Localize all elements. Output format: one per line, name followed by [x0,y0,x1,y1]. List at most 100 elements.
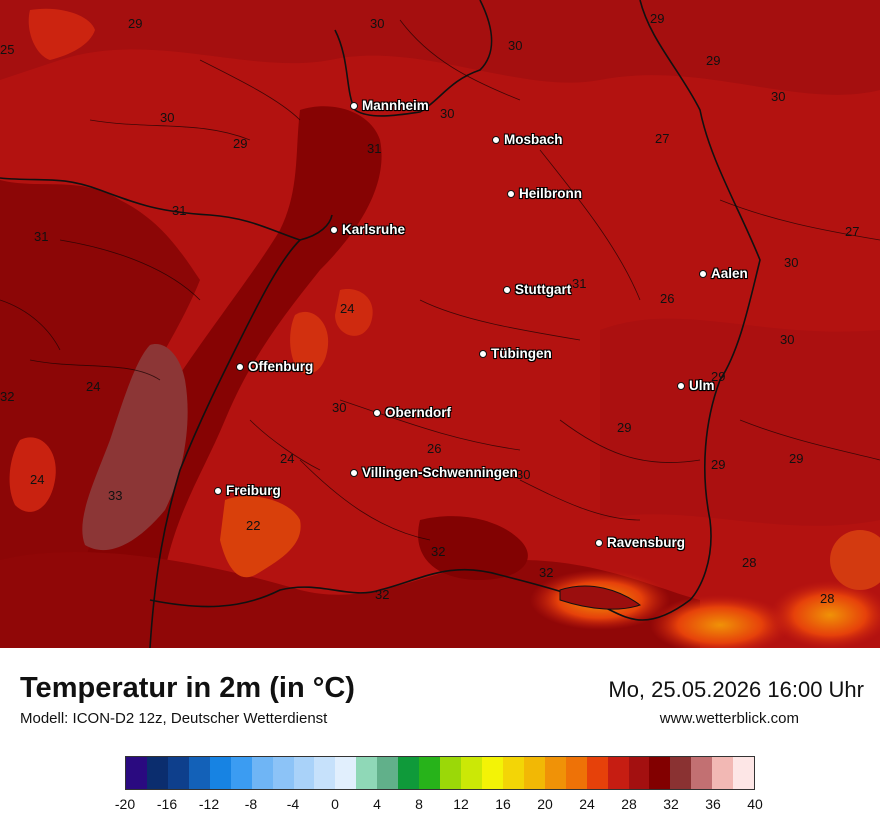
temp-label: 33 [108,488,123,503]
city-marker [373,408,381,417]
legend-swatch [565,757,587,789]
legend-swatch [523,757,545,789]
temp-label: 32 [0,389,15,404]
legend-tick-label: 0 [331,796,339,812]
city-marker [350,468,358,477]
legend-swatch [440,757,461,789]
legend-tick-label: -8 [244,796,258,812]
legend-swatch [733,757,755,789]
temp-label: 32 [375,587,390,602]
temp-label: 29 [128,16,143,31]
city-marker [330,225,338,234]
legend-tick-label: 8 [415,796,423,812]
city-label: Aalen [711,266,748,281]
city-marker [214,486,222,495]
temp-label: 29 [789,451,804,466]
city-villingen-schwenningen[interactable]: Villingen-Schwenningen [350,465,518,480]
city-mosbach[interactable]: Mosbach [492,132,563,147]
legend-tick-label: 32 [663,796,679,812]
legend-tick-label: -12 [198,796,220,812]
temp-label: 30 [440,106,455,121]
temp-label: 31 [172,203,187,218]
legend-swatch [586,757,608,789]
temp-label: 30 [160,110,175,125]
city-stuttgart[interactable]: Stuttgart [503,282,571,297]
legend-tick-label: 28 [621,796,637,812]
legend-swatch [628,757,650,789]
legend-tick-label: 4 [373,796,381,812]
city-marker [503,285,511,294]
legend-swatch [607,757,629,789]
city-ulm[interactable]: Ulm [677,378,715,393]
temp-label: 26 [427,441,442,456]
city-marker [492,135,500,144]
map-footer: Temperatur in 2m (in °C) Modell: ICON-D2… [0,648,880,830]
city-aalen[interactable]: Aalen [699,266,748,281]
temp-label: 29 [650,11,665,26]
legend-swatch [188,757,210,789]
temp-label: 24 [340,301,355,316]
temp-label: 22 [246,518,261,533]
temp-label: 30 [370,16,385,31]
temp-label: 29 [706,53,721,68]
city-label: Offenburg [248,359,314,374]
legend-swatch [230,757,252,789]
legend-swatch [335,757,357,789]
temp-label: 24 [280,451,295,466]
city-mannheim[interactable]: Mannheim [350,98,429,113]
city-label: Mosbach [504,132,563,147]
city-karlsruhe[interactable]: Karlsruhe [330,222,405,237]
city-marker [479,349,487,358]
temp-label: 27 [845,224,860,239]
temp-label: 32 [431,544,446,559]
city-label: Karlsruhe [342,222,406,237]
city-label: Villingen-Schwenningen [362,465,518,480]
temp-label: 30 [332,400,347,415]
legend-swatch [293,757,315,789]
city-label: Freiburg [226,483,281,498]
legend-tick-label: 36 [705,796,721,812]
city-freiburg[interactable]: Freiburg [214,483,281,498]
temp-label: 30 [784,255,799,270]
map-field [0,0,880,648]
website-link[interactable]: www.wetterblick.com [659,710,799,727]
city-ravensburg[interactable]: Ravensburg [595,535,685,550]
city-label: Oberndorf [385,405,451,420]
legend-tick-label: 20 [537,796,553,812]
city-tuebingen[interactable]: Tübingen [479,346,552,361]
legend-swatch [356,757,378,789]
city-heilbronn[interactable]: Heilbronn [507,186,582,201]
legend-swatch [314,757,336,789]
legend-tick-label: 40 [747,796,763,812]
city-offenburg[interactable]: Offenburg [236,359,313,374]
legend-swatch [167,757,189,789]
city-label: Ulm [689,378,715,393]
temp-label: 31 [34,229,49,244]
temp-label: 26 [660,291,675,306]
city-oberndorf[interactable]: Oberndorf [373,405,451,420]
legend-tick-label: 12 [453,796,469,812]
color-legend [125,756,755,790]
temp-label: 31 [572,276,587,291]
city-marker [236,362,244,371]
temp-label: 29 [711,457,726,472]
legend-swatch [691,757,713,789]
temp-label: 27 [655,131,670,146]
temp-label: 29 [711,369,726,384]
temp-label: 28 [742,555,757,570]
city-label: Heilbronn [519,186,582,201]
city-marker [507,189,515,198]
legend-swatch [649,757,671,789]
legend-swatch [481,757,503,789]
temp-label: 25 [0,42,15,57]
legend-swatch [377,757,399,789]
legend-swatch [398,757,420,789]
temperature-map[interactable]: 29 30 29 25 30 30 29 30 27 29 31 30 31 3… [0,0,880,648]
city-marker [699,269,707,278]
legend-tick-label: -16 [156,796,178,812]
legend-swatch [272,757,294,789]
temp-label: 30 [780,332,795,347]
map-title: Temperatur in 2m (in °C) [20,672,355,704]
legend-tick-label: 24 [579,796,595,812]
city-label: Tübingen [491,346,552,361]
